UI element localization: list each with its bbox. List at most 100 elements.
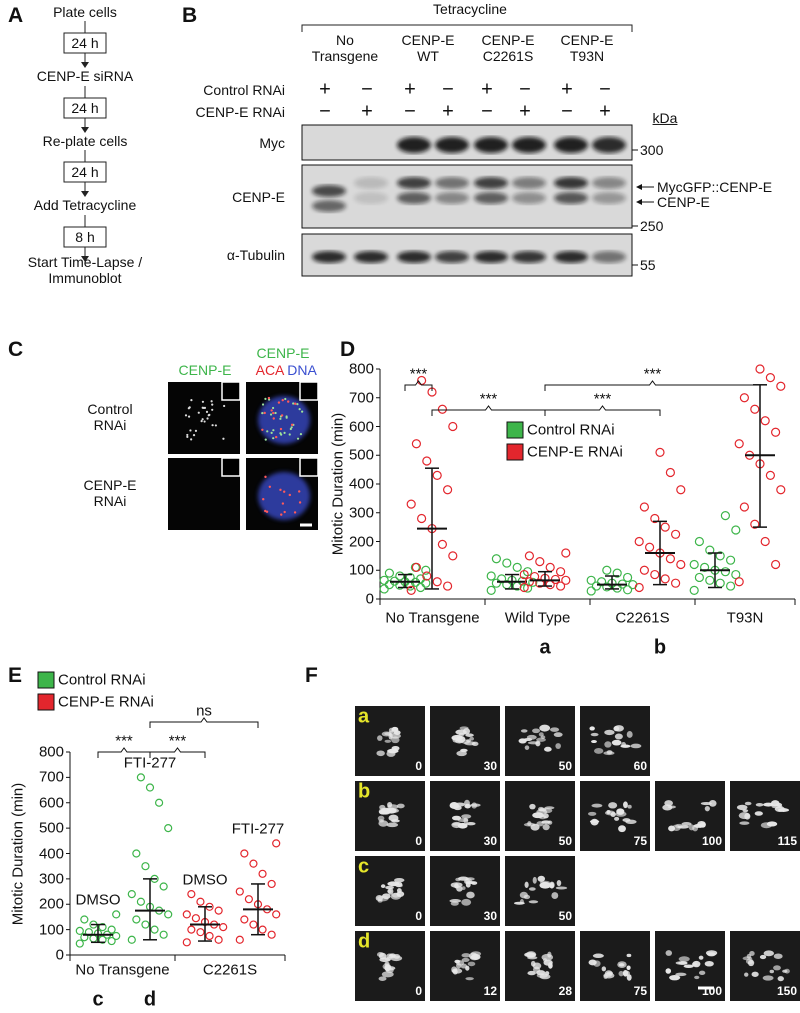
significance-label: ***	[479, 390, 498, 408]
chromosome	[551, 892, 559, 899]
significance-label: ***	[409, 365, 428, 383]
legend-swatch	[37, 671, 55, 689]
data-point	[235, 935, 244, 944]
condition-mark: +	[319, 78, 331, 101]
chromosome	[542, 823, 550, 831]
treatment-label: FTI-277	[123, 754, 177, 772]
data-point	[491, 578, 501, 588]
chromosome	[773, 953, 783, 959]
stain-label: CENP-E	[178, 361, 232, 378]
chromosome	[453, 805, 462, 811]
interval: 8 h	[75, 228, 95, 245]
chromosome	[675, 972, 687, 977]
data-point	[416, 582, 426, 593]
chromosome	[528, 887, 536, 891]
data-point	[634, 536, 644, 547]
kinetochore	[201, 418, 204, 421]
chromosome	[694, 975, 700, 980]
step: Start Time-Lapse / Immunoblot	[27, 253, 143, 286]
chromosome	[376, 750, 385, 757]
y-tick-label: 600	[348, 417, 374, 435]
arrow-head	[636, 184, 642, 190]
kinetochore	[210, 400, 213, 403]
data-point	[676, 559, 686, 570]
chromosome	[461, 957, 470, 962]
data-point	[622, 572, 633, 583]
data-point	[150, 925, 159, 934]
chromosome	[614, 733, 623, 740]
data-point	[731, 569, 741, 580]
chromosome	[622, 969, 629, 977]
chromosome	[532, 966, 541, 973]
chromosome	[590, 818, 599, 826]
frame	[430, 856, 500, 926]
legend-swatch	[506, 421, 524, 439]
point-group	[486, 554, 538, 595]
band	[354, 177, 388, 189]
y-tick-label: 800	[348, 360, 374, 378]
centromere	[261, 428, 264, 431]
data-point	[379, 575, 389, 585]
time-label: 30	[483, 909, 497, 924]
data-point	[776, 485, 786, 495]
chromosome	[461, 814, 472, 819]
interval: 24 h	[71, 34, 99, 51]
group-label: C2261S	[202, 961, 258, 979]
y-tick-label: 0	[55, 946, 64, 964]
chromosome	[537, 875, 546, 882]
data-point	[235, 887, 244, 896]
chromosome	[589, 726, 595, 731]
data-point	[689, 585, 699, 595]
chromosome	[665, 968, 672, 974]
kinetochore	[189, 429, 192, 432]
panel-label: F	[305, 663, 318, 687]
centromere	[264, 509, 267, 513]
column-header: No Transgene	[311, 31, 379, 64]
condition-mark: −	[442, 78, 454, 101]
data-point	[272, 839, 281, 848]
y-tick-label: 0	[365, 590, 374, 608]
chromosome	[470, 951, 482, 957]
condition-mark: +	[519, 100, 531, 123]
frame	[580, 931, 650, 1001]
legend-swatch	[37, 693, 55, 711]
band	[592, 177, 626, 189]
legend-swatch	[506, 443, 524, 461]
data-point	[602, 565, 612, 575]
data-point	[136, 897, 145, 906]
data-point	[75, 939, 84, 948]
centromere	[280, 414, 284, 417]
group-label: No Transgene	[385, 609, 480, 627]
chromosome	[614, 816, 620, 821]
chromosome	[603, 751, 615, 756]
data-point	[519, 582, 529, 593]
chromosome	[626, 974, 632, 981]
column-header: CENP-E C2261S	[481, 31, 535, 64]
data-point	[395, 571, 405, 581]
kinetochore	[192, 434, 196, 437]
significance-label: ***	[643, 365, 662, 383]
chromosome	[555, 743, 561, 749]
chromosome	[456, 962, 462, 969]
chromosome	[630, 743, 642, 749]
chromosome	[693, 823, 704, 828]
frame	[730, 931, 800, 1001]
data-point	[676, 485, 686, 495]
data-point	[155, 798, 164, 807]
condition-mark: −	[599, 78, 611, 101]
band	[435, 192, 469, 204]
chromosome	[621, 741, 626, 747]
chromosome	[459, 726, 469, 730]
stain-label: DNA	[287, 361, 317, 378]
chromosome	[379, 804, 386, 810]
significance-label: ***	[115, 732, 133, 750]
y-tick-label: 400	[348, 475, 374, 493]
chromosome	[378, 820, 389, 827]
band	[354, 192, 388, 204]
chromosome	[386, 953, 394, 959]
chromosome	[451, 966, 458, 973]
chromosome	[606, 810, 611, 815]
chromosome	[773, 965, 781, 971]
y-tick-label: 400	[38, 844, 64, 862]
